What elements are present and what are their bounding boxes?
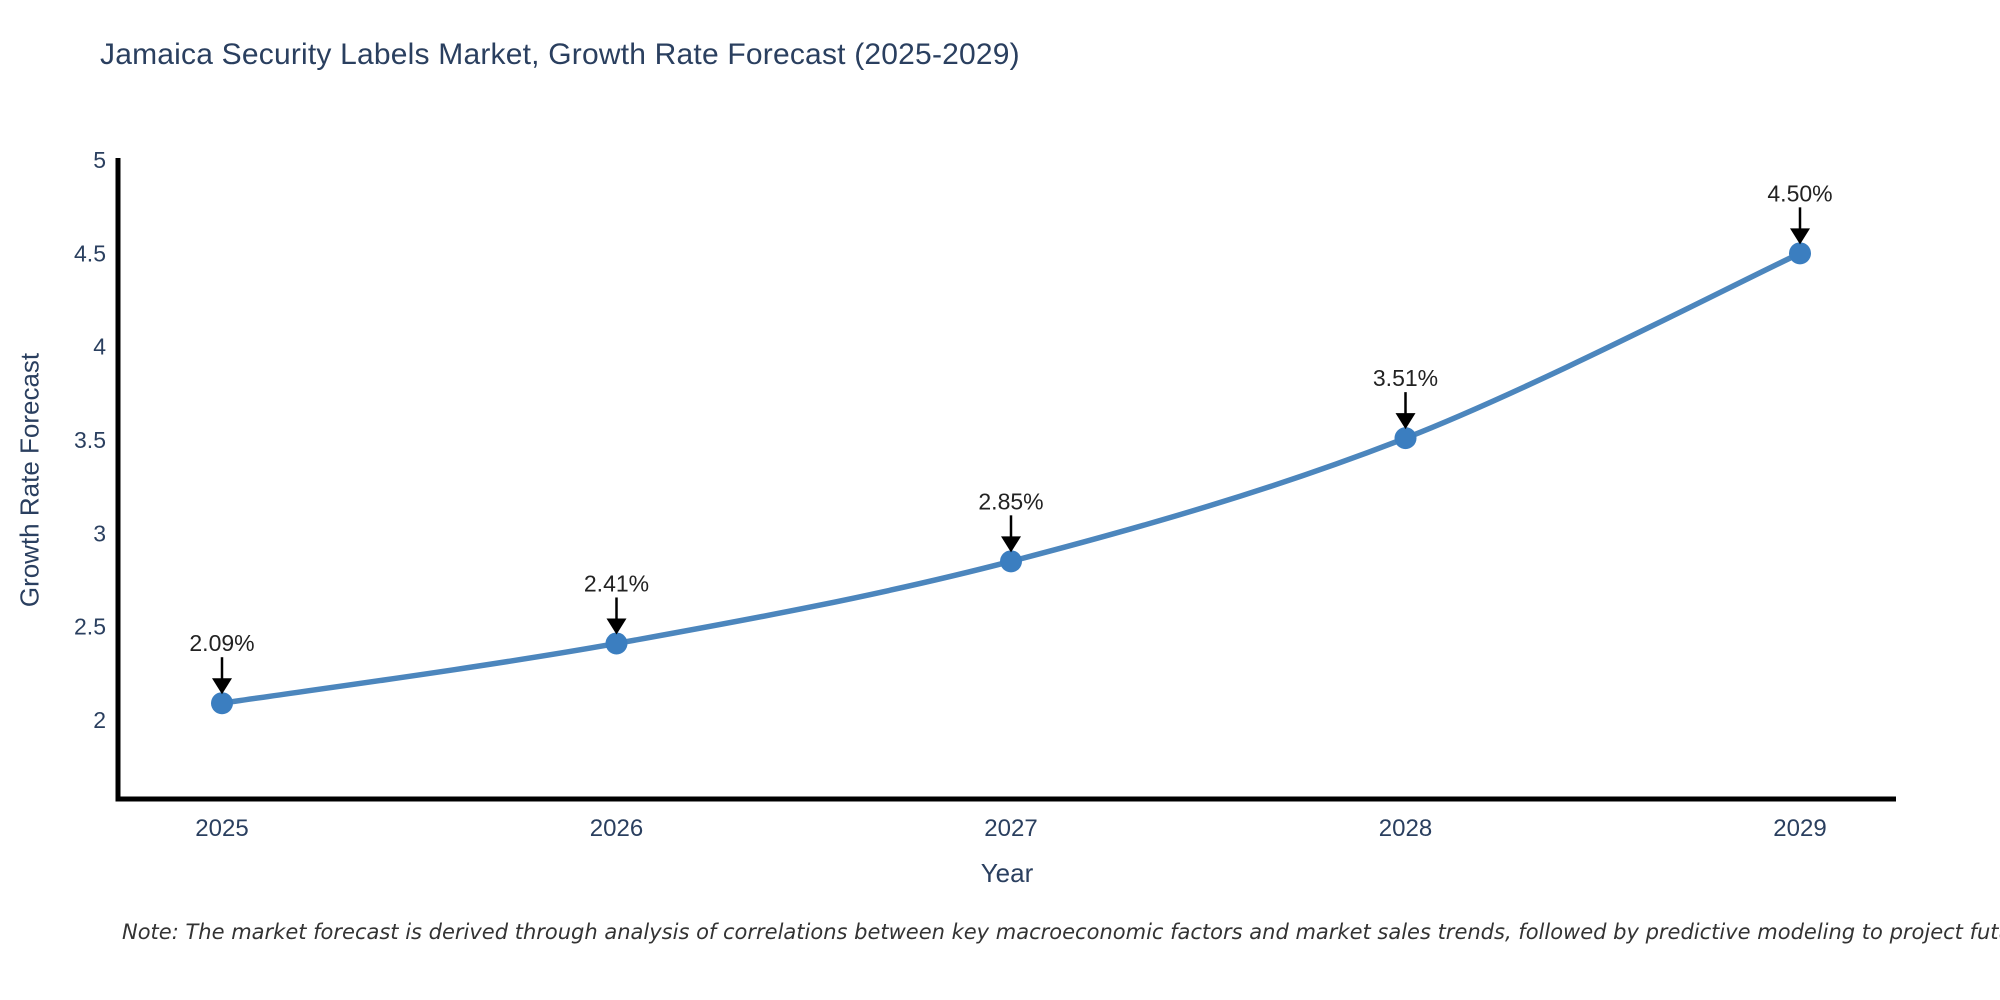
annotation-label: 2.09% bbox=[189, 630, 254, 656]
chart-title: Jamaica Security Labels Market, Growth R… bbox=[100, 38, 1020, 71]
annotation-arrow-head bbox=[212, 678, 232, 695]
data-point-marker bbox=[1789, 242, 1811, 265]
annotation-arrow-head bbox=[1790, 228, 1810, 245]
series-line bbox=[219, 250, 1803, 706]
y-axis-title: Growth Rate Forecast bbox=[14, 352, 45, 608]
x-axis-title: Year bbox=[980, 858, 1034, 888]
y-tick-label: 3 bbox=[93, 520, 106, 546]
data-point-marker bbox=[1394, 427, 1417, 450]
annotation-label: 4.50% bbox=[1767, 180, 1832, 206]
y-tick-label: 4 bbox=[93, 334, 106, 360]
y-tick-label: 4.5 bbox=[74, 240, 106, 266]
data-point-marker bbox=[211, 692, 233, 715]
annotation-label: 2.41% bbox=[584, 570, 649, 596]
x-tick-label: 2028 bbox=[1379, 815, 1432, 842]
annotation-label: 2.85% bbox=[978, 488, 1043, 514]
annotation-arrow-head bbox=[1395, 413, 1416, 430]
x-tick-label: 2027 bbox=[984, 815, 1037, 842]
data-point-marker bbox=[1000, 550, 1022, 573]
annotation-arrow-head bbox=[1001, 536, 1021, 553]
x-tick-label: 2025 bbox=[195, 815, 248, 842]
axis-lines bbox=[115, 158, 1896, 802]
annotation-arrow-head bbox=[606, 618, 627, 635]
y-tick-label: 2.5 bbox=[74, 614, 106, 640]
y-tick-label: 3.5 bbox=[74, 427, 106, 453]
annotation-label: 3.51% bbox=[1373, 365, 1438, 391]
footnote: Note: The market forecast is derived thr… bbox=[122, 920, 2000, 944]
x-tick-label: 2026 bbox=[590, 815, 643, 842]
y-tick-label: 5 bbox=[93, 147, 106, 173]
y-tick-label: 2 bbox=[93, 707, 106, 733]
data-point-marker bbox=[605, 632, 628, 655]
x-tick-label: 2029 bbox=[1773, 815, 1826, 842]
